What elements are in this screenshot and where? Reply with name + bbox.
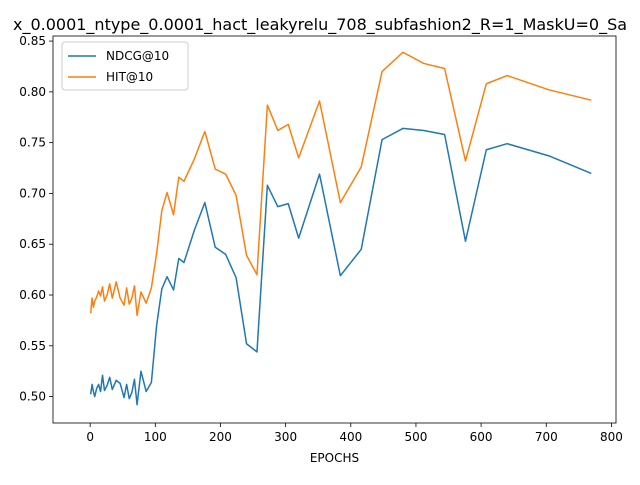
y-tick-label: 0.65 xyxy=(19,237,46,251)
y-tick-label: 0.70 xyxy=(19,186,46,200)
y-axis: 0.50 0.55 0.60 0.65 0.70 0.75 0.80 0.85 xyxy=(19,34,53,404)
x-tick-label: 500 xyxy=(404,430,427,444)
legend-label: HIT@10 xyxy=(106,70,153,84)
x-tick-label: 200 xyxy=(209,430,232,444)
legend: NDCG@10 HIT@10 xyxy=(61,41,189,91)
axes-frame xyxy=(52,35,617,424)
x-axis-label: EPOCHS xyxy=(310,451,359,465)
y-tick-label: 0.75 xyxy=(19,136,46,150)
series-line-hit xyxy=(89,51,592,317)
chart-title: x_0.0001_ntype_0.0001_hact_leakyrelu_708… xyxy=(13,15,627,35)
x-tick-label: 600 xyxy=(470,430,493,444)
y-tick-label: 0.85 xyxy=(19,34,46,48)
y-tick-label: 0.80 xyxy=(19,85,46,99)
x-tick-label: 100 xyxy=(144,430,167,444)
plot-area xyxy=(89,51,592,406)
x-tick-label: 800 xyxy=(600,430,623,444)
legend-box xyxy=(61,41,189,91)
x-tick-label: 700 xyxy=(535,430,558,444)
y-tick-label: 0.55 xyxy=(19,339,46,353)
x-tick-label: 0 xyxy=(86,430,94,444)
y-tick-label: 0.60 xyxy=(19,288,46,302)
y-tick-label: 0.50 xyxy=(19,390,46,404)
series-line-ndcg xyxy=(89,127,592,406)
x-axis: 0 100 200 300 400 500 600 700 800 xyxy=(86,423,623,444)
x-tick-label: 300 xyxy=(274,430,297,444)
legend-label: NDCG@10 xyxy=(106,49,169,63)
x-tick-label: 400 xyxy=(339,430,362,444)
